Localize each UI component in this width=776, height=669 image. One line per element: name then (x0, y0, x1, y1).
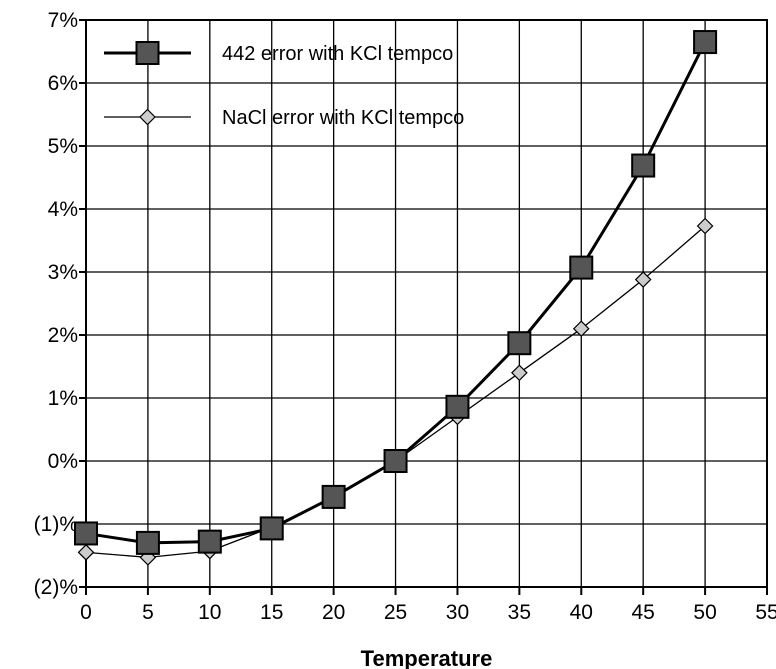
series-0-point-10 (693, 30, 718, 55)
series-0-point-9 (631, 153, 656, 178)
y-axis-ticks: (2)% (1)% 0% 1% 2% 3% 4% 5% 6% 7% (34, 9, 86, 599)
series-0-point-7 (507, 331, 532, 356)
x-tick-label-3: 15 (260, 601, 283, 624)
x-tick-label-1: 5 (142, 601, 154, 624)
series-1-point-8 (572, 320, 590, 338)
legend: 442 error with KCl tempco NaCl error with… (104, 41, 464, 129)
x-tick-label-7: 35 (508, 601, 531, 624)
grid-lines (85, 19, 768, 588)
series-1-point-9 (634, 271, 652, 288)
x-tick-label-9: 45 (632, 601, 655, 624)
x-tick-label-6: 30 (446, 601, 469, 624)
y-tick-label-2: 0% (48, 450, 78, 473)
x-tick-label-2: 10 (198, 601, 221, 624)
y-tick-label-1: (1)% (34, 513, 78, 536)
legend-marker-0 (135, 41, 160, 65)
y-tick-label-6: 4% (48, 198, 78, 221)
x-axis-title: Temperature (361, 646, 493, 669)
series-0-point-5 (383, 449, 408, 473)
y-tick-label-7: 5% (48, 135, 78, 158)
legend-label-1: NaCl error with KCl tempco (222, 107, 464, 129)
x-tick-label-10: 50 (693, 601, 716, 624)
x-tick-label-11: 55 (755, 601, 776, 624)
x-tick-label-8: 40 (570, 601, 593, 624)
series-1-point-0 (77, 544, 95, 561)
legend-entry-1: NaCl error with KCl tempco (104, 107, 464, 129)
series-1-point-10 (696, 217, 714, 235)
x-axis-ticks: 0 5 10 15 20 25 30 35 40 45 50 55 (80, 587, 776, 624)
x-tick-label-5: 25 (384, 601, 407, 624)
plot-area-frame (85, 19, 768, 588)
series-0-point-0 (74, 521, 98, 546)
y-tick-label-4: 2% (48, 324, 78, 347)
series-layer (74, 30, 718, 566)
y-tick-label-5: 3% (48, 261, 78, 284)
series-0 (74, 30, 718, 555)
series-0-point-6 (445, 394, 470, 419)
series-0-point-4 (321, 484, 346, 509)
y-tick-label-9: 7% (48, 9, 78, 32)
x-tick-label-0: 0 (80, 601, 92, 624)
series-0-point-1 (135, 530, 160, 555)
series-0-point-3 (259, 516, 284, 541)
legend-marker-1 (139, 108, 156, 126)
series-0-point-8 (569, 255, 594, 280)
series-0-point-2 (197, 529, 222, 554)
series-1-point-7 (511, 364, 528, 382)
y-tick-label-3: 1% (48, 387, 78, 410)
legend-label-0: 442 error with KCl tempco (222, 43, 453, 65)
y-tick-label-0: (2)% (34, 576, 78, 599)
legend-entry-0: 442 error with KCl tempco (104, 41, 453, 65)
x-tick-label-4: 20 (322, 601, 345, 624)
y-tick-label-8: 6% (48, 72, 78, 95)
